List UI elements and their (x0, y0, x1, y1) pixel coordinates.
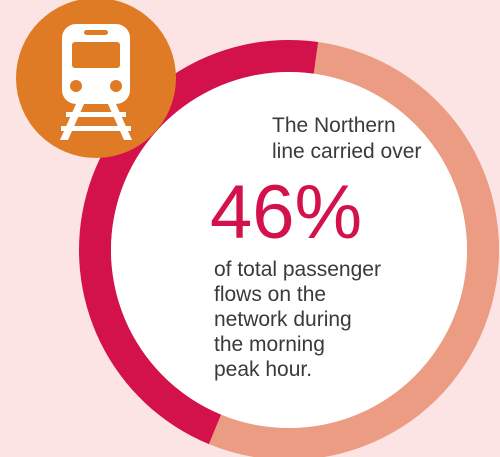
train-sign (84, 30, 108, 35)
train-light (70, 80, 82, 92)
outro-line: peak hour. (214, 358, 312, 381)
text-block: The Northern line carried over 46% of total… (210, 114, 421, 381)
train-window (72, 42, 120, 68)
sleeper (61, 126, 131, 131)
train-badge (16, 0, 176, 158)
outro-line: flows on the (214, 283, 326, 306)
headline-value: 46% (210, 170, 362, 255)
train-icon (60, 24, 132, 140)
outro-line: network during (214, 308, 352, 331)
donut-hole (111, 72, 467, 428)
intro-line: The Northern (272, 114, 396, 137)
outro-line: of total passenger (214, 258, 381, 281)
intro-line: line carried over (272, 140, 421, 163)
train-light (110, 80, 122, 92)
outro-line: the morning (214, 333, 325, 356)
sleeper (66, 112, 126, 117)
